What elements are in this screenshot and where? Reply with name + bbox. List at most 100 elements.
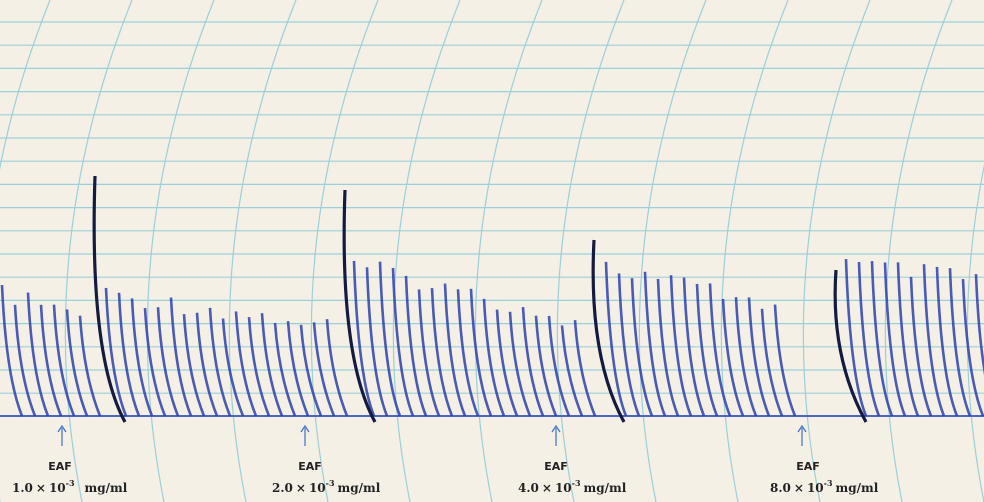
twitch-stroke — [260, 313, 284, 417]
twitch-stroke — [521, 306, 545, 417]
unit: mg/ml — [85, 481, 128, 495]
twitch-stroke — [365, 267, 389, 417]
exponent: -3 — [66, 478, 75, 488]
mantissa: 8.0 — [770, 481, 791, 495]
twitch-stroke — [721, 298, 745, 417]
twitch-stroke — [221, 318, 245, 417]
twitch-stroke — [495, 309, 519, 417]
twitch-stroke — [391, 267, 415, 417]
twitch-stroke — [961, 278, 984, 417]
agent-label: EAF — [298, 460, 322, 473]
grid-arc — [228, 0, 297, 502]
washout-stroke — [833, 269, 868, 423]
twitch-stroke — [844, 259, 868, 417]
twitch-stroke — [78, 315, 102, 417]
twitch-stroke — [273, 322, 297, 417]
twitch-stroke — [325, 319, 349, 417]
twitch-stroke — [695, 283, 719, 417]
twitch-stroke — [974, 274, 984, 376]
twitch-stroke — [0, 284, 24, 417]
twitch-stroke — [617, 273, 641, 417]
twitch-stroke — [534, 315, 558, 417]
arrow-head — [551, 424, 561, 433]
unit: mg/ml — [584, 481, 627, 495]
twitch-stroke — [182, 314, 206, 417]
twitch-stroke — [656, 278, 680, 417]
twitch-stroke — [857, 261, 881, 417]
agent-label: EAF — [48, 460, 72, 473]
twitch-stroke — [604, 261, 628, 417]
exponent: -3 — [326, 478, 335, 488]
mantissa: 1.0 — [12, 481, 33, 495]
twitch-stroke — [922, 264, 946, 417]
grid-arc — [310, 0, 379, 502]
grid-arc — [884, 0, 953, 502]
twitch-stroke — [312, 322, 336, 417]
grid-arc — [392, 0, 461, 502]
twitch-stroke — [234, 311, 258, 417]
times-sign: × — [296, 481, 306, 495]
twitch-stroke — [747, 297, 771, 417]
washout-stroke — [591, 239, 626, 423]
twitch-stroke — [948, 268, 972, 417]
twitch-stroke — [560, 325, 584, 417]
arrow-head — [797, 424, 807, 433]
grid-arc — [720, 0, 789, 502]
grid-arc — [474, 0, 543, 502]
washout-stroke — [92, 175, 127, 423]
grid-arc — [802, 0, 871, 502]
twitch-stroke — [547, 315, 571, 417]
twitch-stroke — [430, 288, 454, 417]
exponent: -3 — [824, 478, 833, 488]
times-sign: × — [542, 481, 552, 495]
agent-label: EAF — [796, 460, 820, 473]
contraction-trace — [0, 175, 984, 423]
unit: mg/ml — [836, 481, 879, 495]
twitch-stroke — [26, 292, 50, 417]
twitch-stroke — [669, 275, 693, 417]
mantissa: 4.0 — [518, 481, 539, 495]
twitch-stroke — [883, 262, 907, 417]
twitch-stroke — [130, 298, 154, 417]
twitch-stroke — [896, 262, 920, 417]
grid-arc — [146, 0, 215, 502]
twitch-stroke — [104, 287, 128, 417]
base: 10 — [807, 481, 824, 495]
arrow-head — [57, 424, 67, 433]
base: 10 — [555, 481, 572, 495]
twitch-stroke — [286, 321, 310, 417]
twitch-stroke — [935, 266, 959, 417]
concentration-label: 8.0 × 10-3 mg/ml — [770, 478, 879, 495]
agent-label: EAF — [544, 460, 568, 473]
twitch-stroke — [870, 261, 894, 417]
twitch-stroke — [573, 320, 597, 417]
twitch-stroke — [773, 304, 797, 417]
base: 10 — [49, 481, 66, 495]
concentration-label: 4.0 × 10-3 mg/ml — [518, 478, 627, 495]
base: 10 — [309, 481, 326, 495]
twitch-stroke — [469, 288, 493, 417]
twitch-stroke — [417, 289, 441, 417]
twitch-stroke — [52, 304, 76, 417]
twitch-stroke — [630, 278, 654, 417]
washout-stroke — [342, 189, 377, 423]
concentration-label: 2.0 × 10-3 mg/ml — [272, 478, 381, 495]
times-sign: × — [36, 481, 46, 495]
twitch-stroke — [208, 307, 232, 417]
grid-arc — [638, 0, 707, 502]
grid-arc — [966, 164, 984, 502]
twitch-stroke — [708, 283, 732, 417]
twitch-stroke — [247, 317, 271, 417]
grid-arc — [64, 0, 133, 502]
twitch-stroke — [682, 277, 706, 417]
twitch-stroke — [443, 283, 467, 417]
twitch-stroke — [13, 304, 37, 417]
twitch-stroke — [352, 260, 376, 417]
twitch-stroke — [734, 297, 758, 417]
twitch-stroke — [299, 324, 323, 417]
mantissa: 2.0 — [272, 481, 293, 495]
